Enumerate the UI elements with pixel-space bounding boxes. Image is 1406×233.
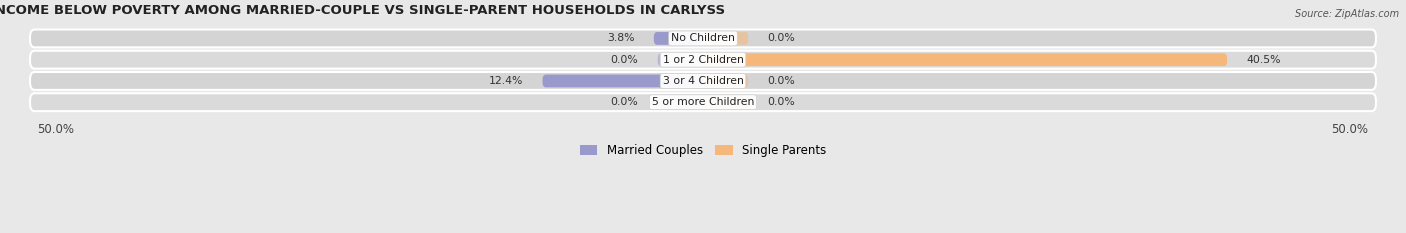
FancyBboxPatch shape: [703, 32, 748, 45]
FancyBboxPatch shape: [703, 75, 748, 87]
Text: 0.0%: 0.0%: [768, 97, 796, 107]
FancyBboxPatch shape: [703, 96, 748, 109]
Text: 0.0%: 0.0%: [610, 55, 638, 65]
Text: 1 or 2 Children: 1 or 2 Children: [662, 55, 744, 65]
FancyBboxPatch shape: [654, 32, 703, 45]
FancyBboxPatch shape: [658, 96, 703, 109]
Text: 12.4%: 12.4%: [489, 76, 523, 86]
FancyBboxPatch shape: [30, 30, 1376, 47]
Text: 3 or 4 Children: 3 or 4 Children: [662, 76, 744, 86]
Text: 3.8%: 3.8%: [607, 34, 634, 43]
FancyBboxPatch shape: [30, 72, 1376, 90]
Text: 5 or more Children: 5 or more Children: [652, 97, 754, 107]
Text: 0.0%: 0.0%: [610, 97, 638, 107]
FancyBboxPatch shape: [30, 93, 1376, 111]
Text: 40.5%: 40.5%: [1247, 55, 1281, 65]
Text: Source: ZipAtlas.com: Source: ZipAtlas.com: [1295, 9, 1399, 19]
Legend: Married Couples, Single Parents: Married Couples, Single Parents: [575, 140, 831, 162]
FancyBboxPatch shape: [658, 53, 703, 66]
FancyBboxPatch shape: [703, 53, 1227, 66]
Text: 0.0%: 0.0%: [768, 34, 796, 43]
FancyBboxPatch shape: [30, 51, 1376, 69]
Text: 0.0%: 0.0%: [768, 76, 796, 86]
FancyBboxPatch shape: [543, 75, 703, 87]
Text: INCOME BELOW POVERTY AMONG MARRIED-COUPLE VS SINGLE-PARENT HOUSEHOLDS IN CARLYSS: INCOME BELOW POVERTY AMONG MARRIED-COUPL…: [0, 4, 725, 17]
Text: No Children: No Children: [671, 34, 735, 43]
